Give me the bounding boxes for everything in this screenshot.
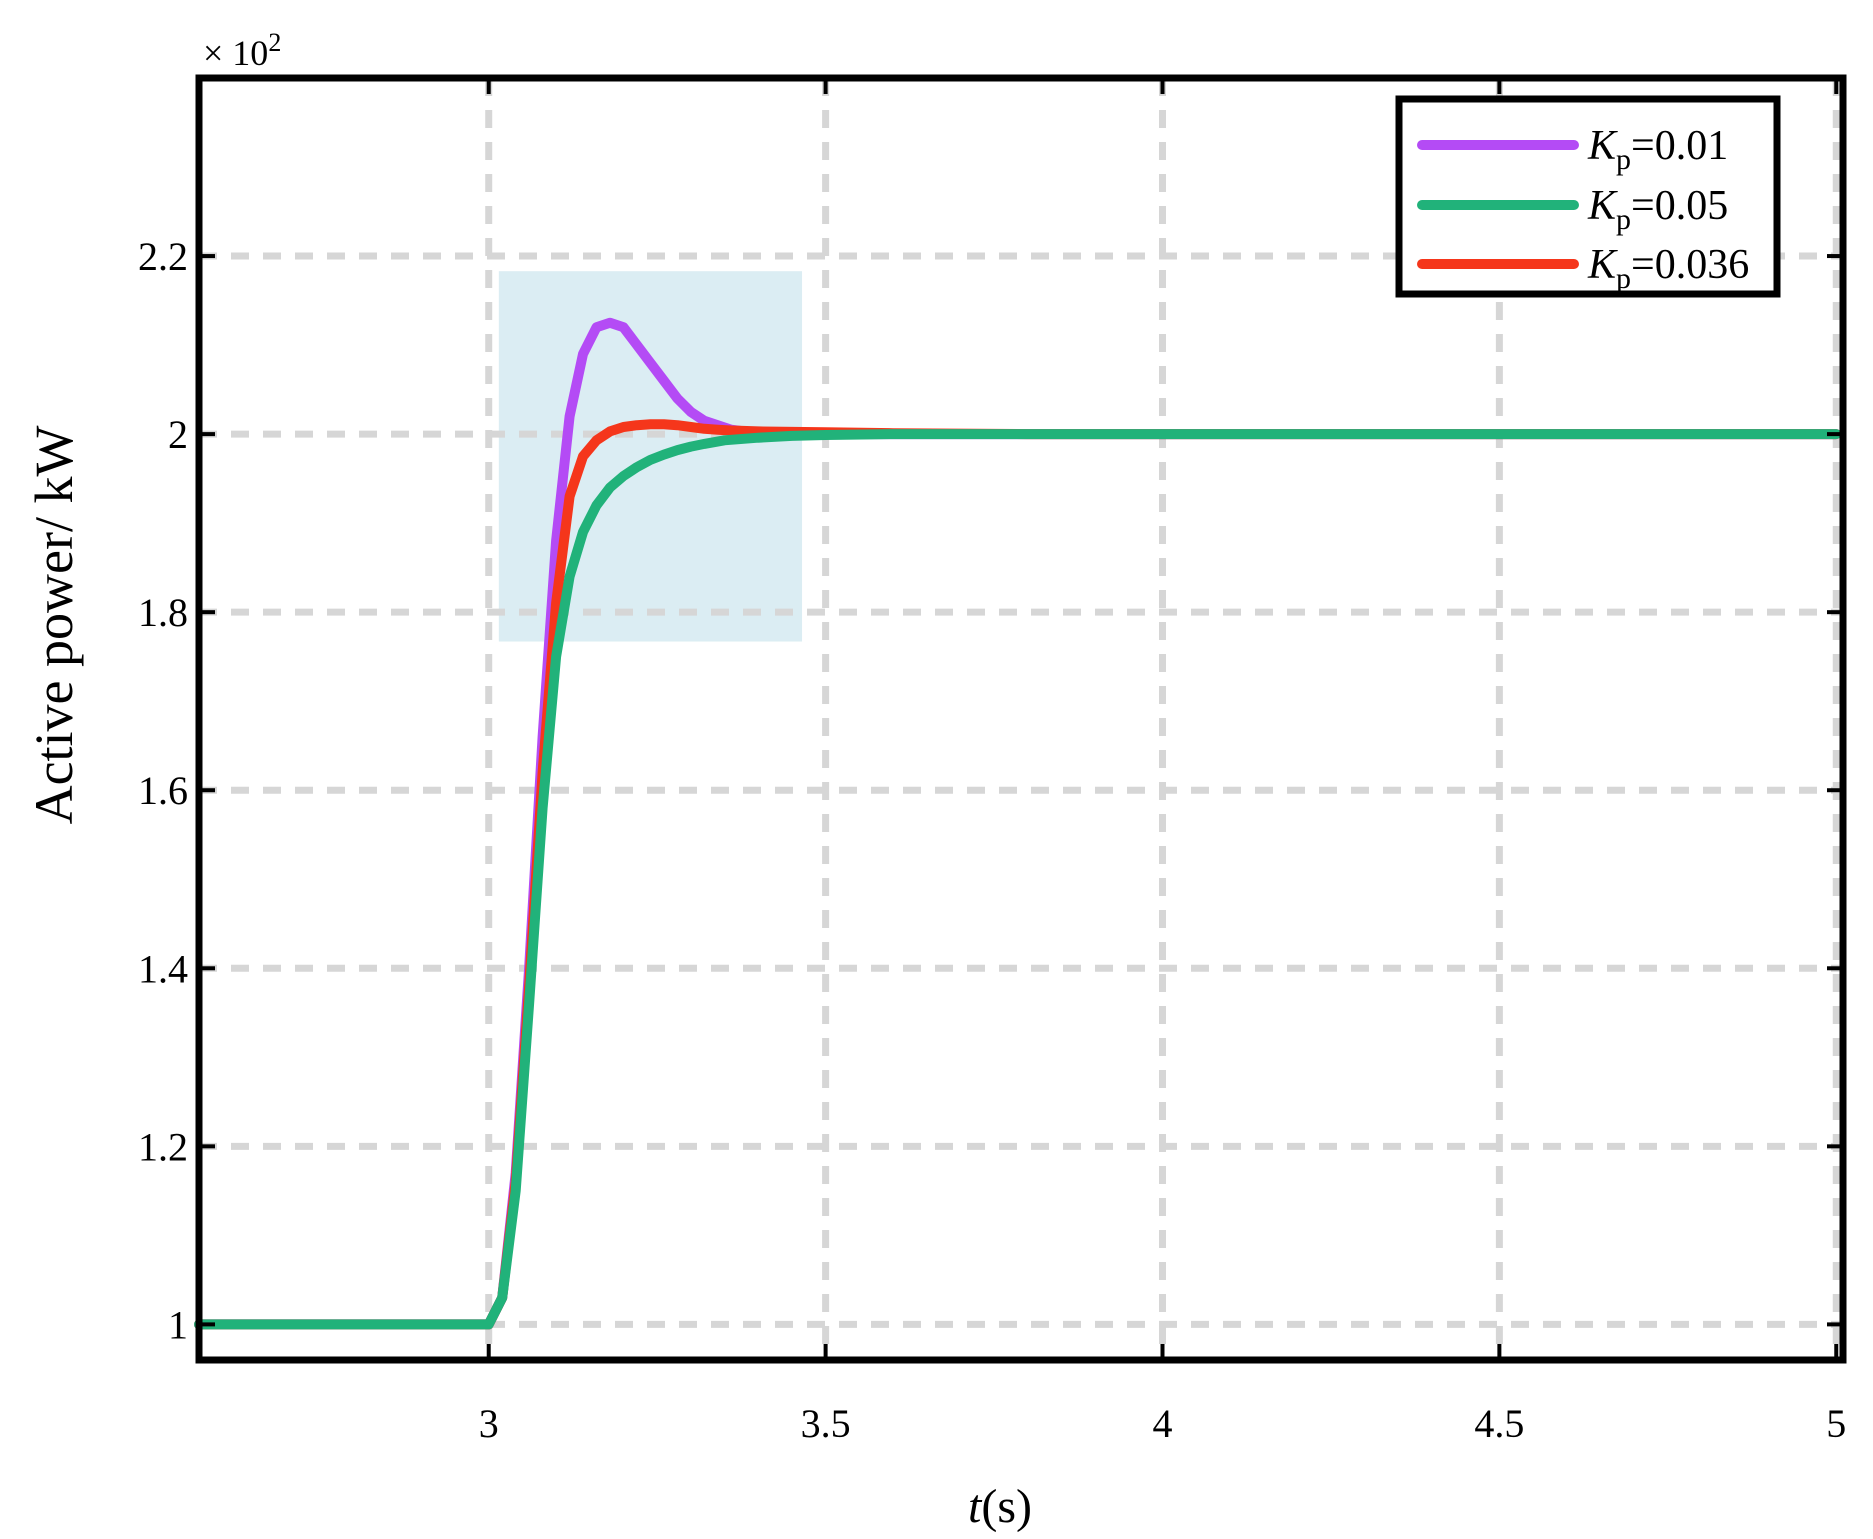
axes-frame [195,74,1847,1364]
legend-label: Kp=0.036 [1587,242,1749,295]
x-tick-label: 3 [479,1401,499,1446]
y-tick-label: 1 [168,1302,188,1347]
legend-label: Kp=0.01 [1587,123,1728,176]
y-axis-multiplier: × 102 [203,28,281,73]
x-tick-label: 4 [1152,1401,1172,1446]
series-line [194,429,1842,1330]
y-tick-label: 1.4 [138,946,188,991]
y-tick-label: 1.8 [138,590,188,635]
series-lines [194,317,1842,1330]
legend: Kp=0.01 Kp=0.05 Kp=0.036 [1395,95,1781,298]
y-tick-label: 2 [168,412,188,457]
x-axis-label: t(s) [968,1480,1032,1533]
y-tick-label: 1.2 [138,1124,188,1169]
y-axis-label: Active power/ kW [24,426,84,825]
legend-label: Kp=0.05 [1587,183,1728,236]
tick-marks [199,78,1843,1360]
y-tick-label: 2.2 [138,234,188,279]
x-tick-label: 5 [1826,1401,1846,1446]
x-tick-labels: 3 3.5 4 4.5 5 [479,1401,1847,1446]
y-tick-label: 1.6 [138,768,188,813]
y-tick-labels: 1 1.2 1.4 1.6 1.8 2 2.2 [138,234,188,1347]
x-tick-label: 3.5 [801,1401,851,1446]
x-tick-label: 4.5 [1474,1401,1524,1446]
